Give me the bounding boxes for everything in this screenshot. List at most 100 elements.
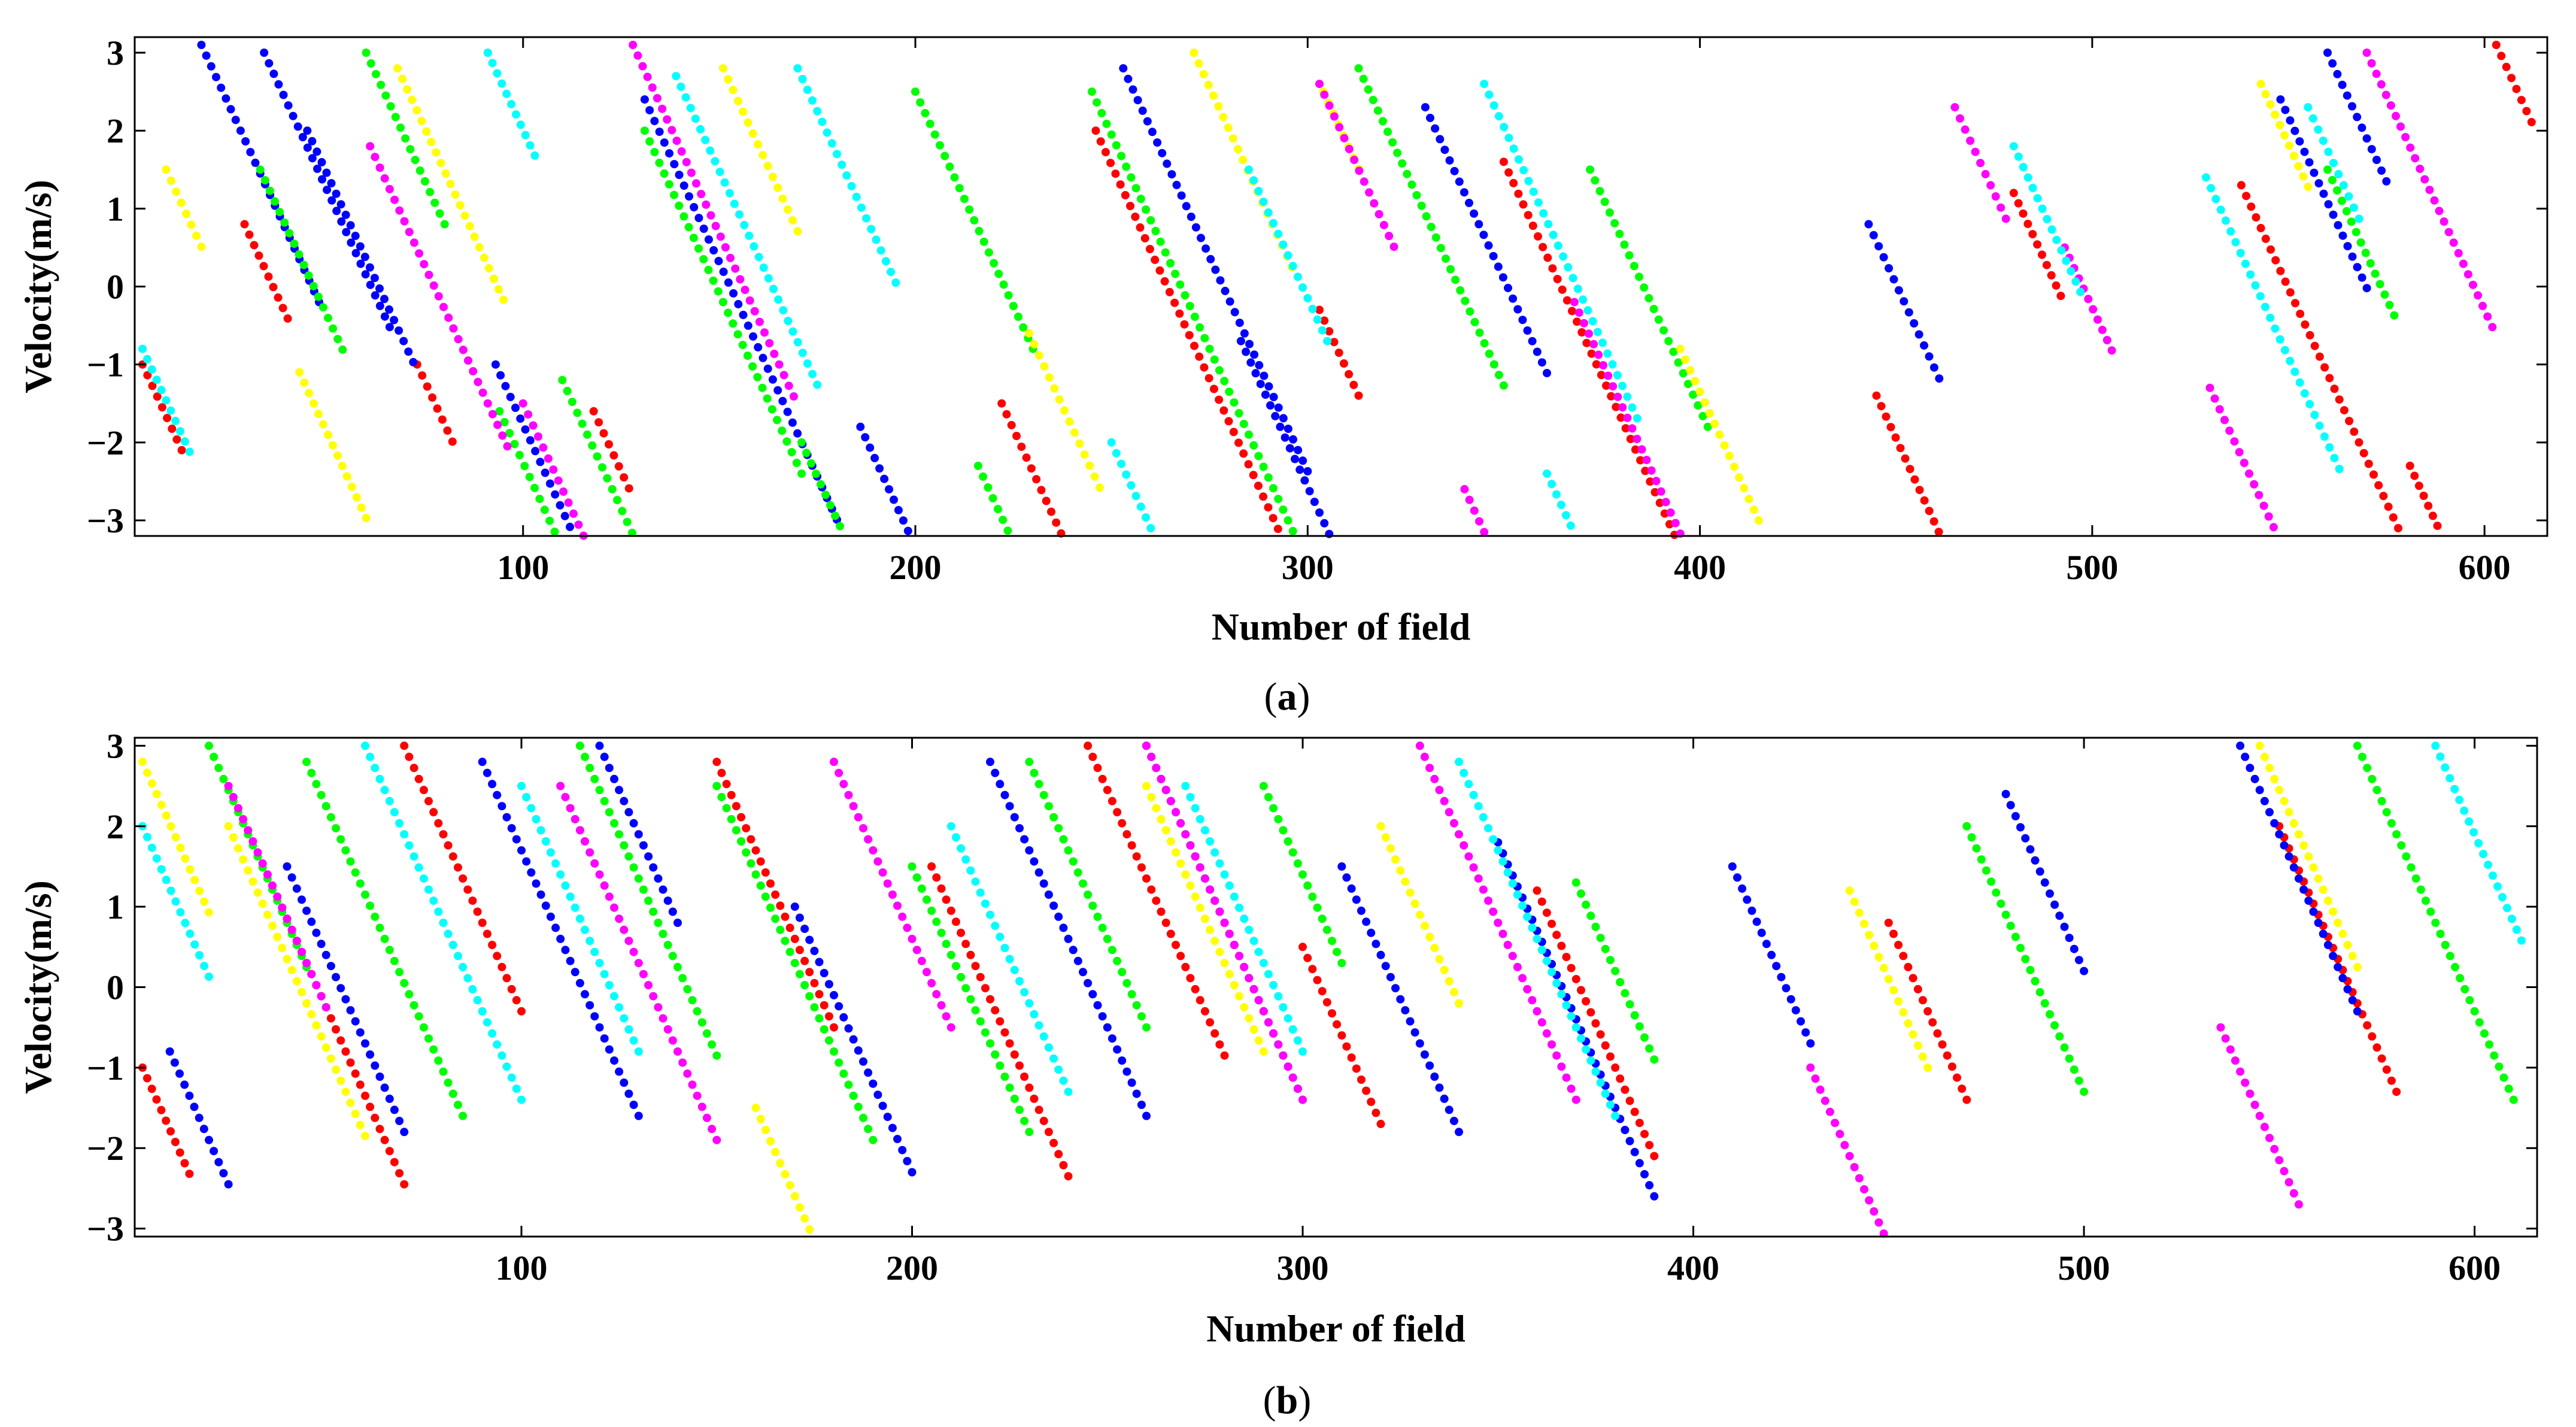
data-point: [1640, 1170, 1649, 1178]
data-point: [1925, 352, 1934, 361]
data-point: [176, 427, 184, 436]
data-point: [1376, 950, 1385, 959]
data-point: [530, 151, 539, 160]
data-point: [329, 324, 338, 333]
data-point: [1621, 1085, 1630, 1094]
data-point: [2286, 116, 2295, 125]
data-point: [1000, 790, 1009, 799]
data-point: [1186, 881, 1195, 890]
data-point: [233, 844, 242, 853]
data-point: [1254, 452, 1263, 460]
data-point: [502, 1062, 511, 1071]
data-point: [676, 82, 685, 91]
data-point: [735, 210, 744, 219]
data-point: [1698, 411, 1707, 420]
data-point: [773, 386, 782, 395]
data-point: [1567, 1012, 1576, 1021]
data-point: [444, 313, 453, 322]
data-point: [1320, 519, 1329, 528]
data-point: [1616, 413, 1625, 422]
data-point: [214, 764, 223, 772]
data-point: [2246, 764, 2255, 772]
data-point: [153, 392, 162, 401]
data-point: [1014, 312, 1022, 321]
data-point: [2323, 896, 2332, 905]
data-point: [1567, 1084, 1576, 1093]
data-point: [1073, 956, 1082, 965]
data-point: [1694, 401, 1703, 410]
data-point: [1210, 848, 1219, 857]
data-point: [758, 151, 767, 160]
data-point: [1577, 986, 1585, 995]
data-point: [1206, 925, 1215, 934]
data-point: [1288, 262, 1297, 271]
data-point: [660, 169, 669, 178]
data-point: [2463, 270, 2472, 279]
x-tick-label: 400: [1667, 1249, 1719, 1287]
data-point: [265, 186, 274, 195]
data-point: [347, 238, 356, 247]
data-point: [741, 286, 750, 295]
data-point: [818, 117, 827, 126]
data-point: [701, 135, 710, 144]
data-point: [1147, 752, 1156, 761]
data-point: [521, 131, 530, 140]
data-point: [615, 1003, 624, 1012]
data-point: [1529, 187, 1538, 196]
data-point: [222, 94, 230, 103]
data-point: [1325, 529, 1334, 538]
caption-open: (: [1264, 675, 1278, 719]
data-point: [2252, 213, 2261, 222]
data-point: [908, 934, 917, 943]
data-point: [1615, 229, 1624, 238]
data-point: [2367, 145, 2376, 154]
data-point: [1108, 1034, 1116, 1043]
data-point: [498, 431, 507, 440]
data-point: [876, 246, 885, 255]
data-point: [1098, 923, 1107, 932]
data-point: [1987, 877, 1996, 886]
data-point: [2246, 1089, 2255, 1098]
data-point: [986, 910, 994, 919]
data-point: [2050, 900, 2059, 909]
data-point: [830, 1023, 838, 1032]
data-point: [1266, 401, 1275, 410]
data-point: [168, 425, 177, 433]
data-point: [1119, 64, 1128, 73]
data-point: [332, 189, 341, 198]
data-point: [2052, 235, 2061, 244]
data-point: [2414, 481, 2423, 490]
data-point: [966, 950, 975, 959]
data-point: [1591, 176, 1600, 185]
data-point: [610, 1056, 618, 1065]
data-point: [1172, 180, 1181, 189]
data-point: [774, 295, 783, 304]
data-point: [273, 892, 282, 901]
data-point: [566, 956, 575, 965]
data-point: [640, 126, 649, 135]
data-point: [1518, 974, 1527, 983]
data-point: [595, 741, 604, 750]
data-point: [650, 117, 659, 126]
data-point: [1010, 965, 1019, 974]
data-point: [2323, 941, 2332, 949]
data-point: [1683, 380, 1692, 389]
data-point: [317, 1032, 326, 1041]
data-point: [561, 946, 570, 955]
data-point: [687, 168, 696, 177]
data-point: [200, 897, 209, 906]
data-point: [864, 1068, 873, 1077]
data-point: [1406, 888, 1415, 897]
data-point: [2420, 175, 2429, 184]
data-point: [1122, 1067, 1131, 1076]
data-point: [776, 901, 785, 910]
data-point: [2047, 225, 2056, 234]
data-point: [459, 346, 468, 355]
data-point: [2368, 774, 2377, 783]
data-point: [2271, 256, 2280, 265]
data-point: [2507, 74, 2516, 83]
data-point: [1485, 90, 1494, 99]
data-point: [2343, 91, 2352, 100]
data-point: [2019, 163, 2028, 171]
data-point: [608, 484, 617, 493]
